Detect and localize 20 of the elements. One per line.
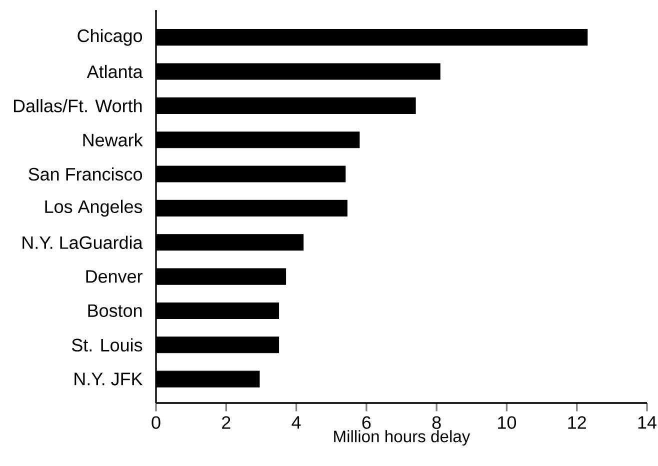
y-tick-label: Boston [88, 304, 142, 318]
y-tick-label: Denver [86, 270, 142, 283]
y-tick-label: St. Louis [72, 338, 142, 352]
x-tick-label: 6 [362, 416, 371, 429]
y-tick-label: San Francisco [28, 167, 142, 181]
x-tick-label: 10 [498, 416, 516, 429]
x-tick-label: 0 [152, 416, 160, 429]
x-tick-label: 12 [568, 416, 586, 429]
x-tick-label: 14 [638, 416, 656, 429]
x-tick-label: 2 [222, 416, 230, 429]
y-tick-label: Dallas/Ft. Worth [14, 99, 142, 112]
y-tick-label: N.Y. JFK [74, 372, 143, 386]
y-tick-label: Newark [83, 133, 143, 146]
x-tick-label: 8 [432, 416, 441, 429]
x-axis-title: Million hours delay [334, 430, 470, 446]
y-tick-label: N.Y. LaGuardia [22, 236, 143, 249]
y-tick-label: Los Angeles [45, 200, 142, 217]
x-tick-label: 4 [292, 416, 301, 429]
y-tick-label: Chicago [78, 28, 142, 46]
y-tick-label: Atlanta [86, 64, 143, 78]
